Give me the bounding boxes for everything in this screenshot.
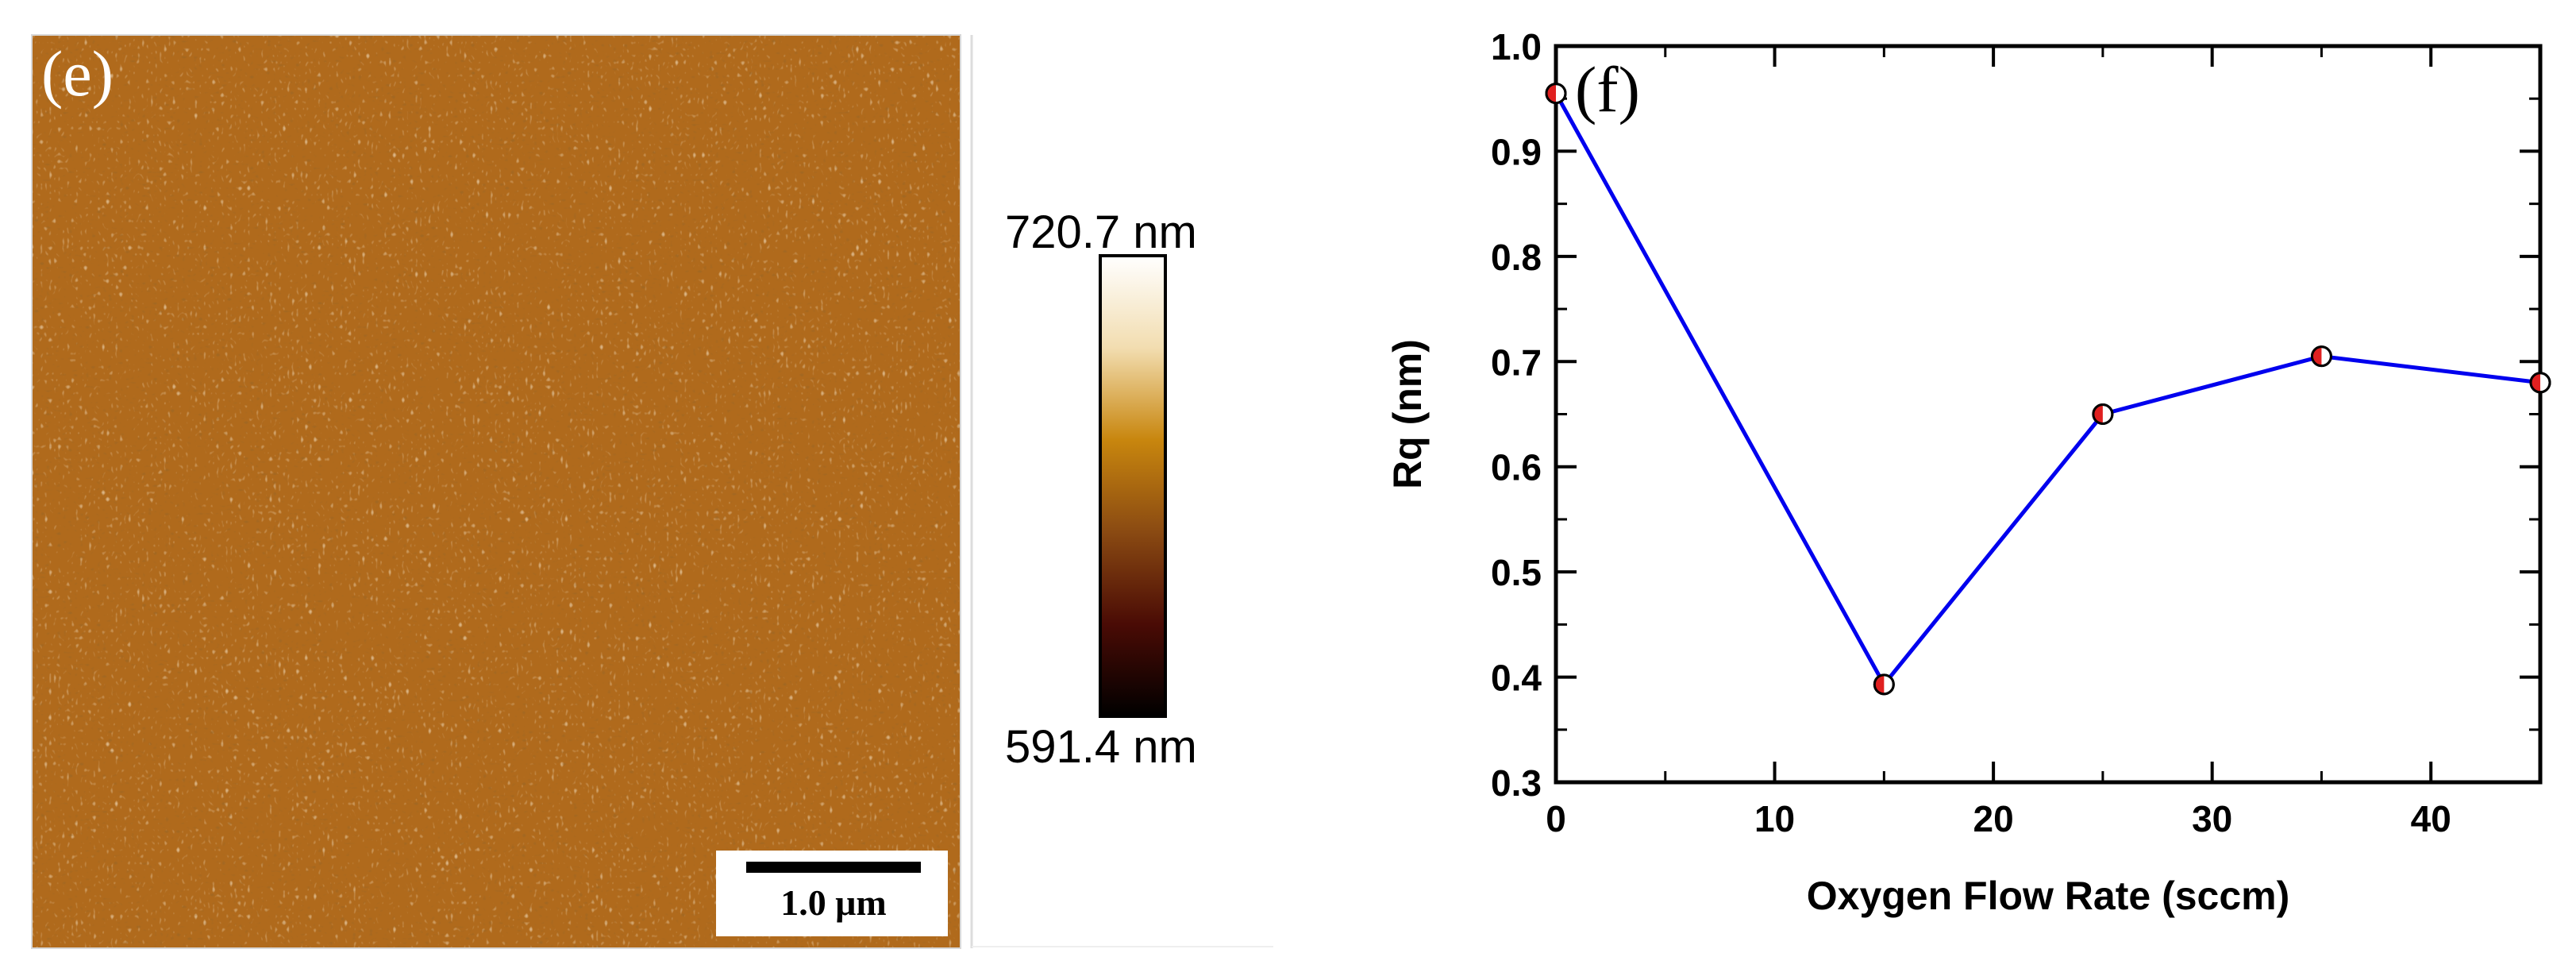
series-line	[1554, 92, 2541, 689]
data-point	[2529, 372, 2551, 394]
afm-image-grain-dark	[32, 35, 961, 948]
x-tick-label: 40	[2411, 798, 2451, 839]
colorbar	[1099, 254, 1167, 718]
y-tick-label: 0.4	[1491, 658, 1542, 699]
data-point	[1873, 673, 1895, 696]
y-tick-label: 0.6	[1491, 447, 1542, 488]
panel-label-e: (e)	[41, 37, 114, 110]
x-tick-label: 20	[1973, 798, 2014, 839]
y-axis-label: Rq (nm)	[1385, 339, 1430, 489]
data-point-outline	[2092, 403, 2114, 425]
x-axis-label: Oxygen Flow Rate (sccm)	[1807, 874, 2290, 918]
data-point	[1545, 83, 1567, 105]
data-point-outline	[2529, 372, 2551, 394]
afm-panel: (e) 1.0 μm 720.7 nm 591.4 nm	[31, 34, 1273, 949]
data-point-outline	[1545, 83, 1567, 105]
y-tick-label: 0.9	[1491, 131, 1542, 172]
data-point	[2092, 403, 2114, 425]
y-tick-label: 0.5	[1491, 552, 1542, 593]
data-point-outline	[2310, 345, 2332, 368]
y-tick-label: 0.3	[1491, 762, 1542, 804]
series-group	[1545, 83, 2551, 696]
afm-image	[32, 35, 961, 948]
y-tick-label: 0.7	[1491, 341, 1542, 383]
x-tick-label: 10	[1754, 798, 1795, 839]
x-axis: 0 10 20 30 40	[1546, 46, 2451, 839]
chart-panel: 0.3 0.4 0.5 0.6 0.7 0.8 0.9 1.0 0 10 20 30 40 (f) O…	[1385, 26, 2551, 918]
scale-bar-label: 1.0 μm	[780, 882, 886, 923]
panel-label-f: (f)	[1575, 53, 1640, 125]
x-tick-label: 30	[2192, 798, 2232, 839]
data-point	[2310, 345, 2332, 368]
scale-bar	[746, 862, 921, 873]
y-tick-label: 1.0	[1491, 26, 1542, 68]
plot-frame	[1554, 44, 2543, 785]
data-point-outline	[1873, 673, 1895, 696]
y-tick-label: 0.8	[1491, 237, 1542, 278]
x-tick-label: 0	[1546, 798, 1566, 839]
colorbar-min-label: 591.4 nm	[1005, 721, 1197, 773]
y-axis: 0.3 0.4 0.5 0.6 0.7 0.8 0.9 1.0	[1491, 26, 2540, 804]
colorbar-max-label: 720.7 nm	[1005, 206, 1197, 258]
afm-image-border	[31, 34, 961, 949]
